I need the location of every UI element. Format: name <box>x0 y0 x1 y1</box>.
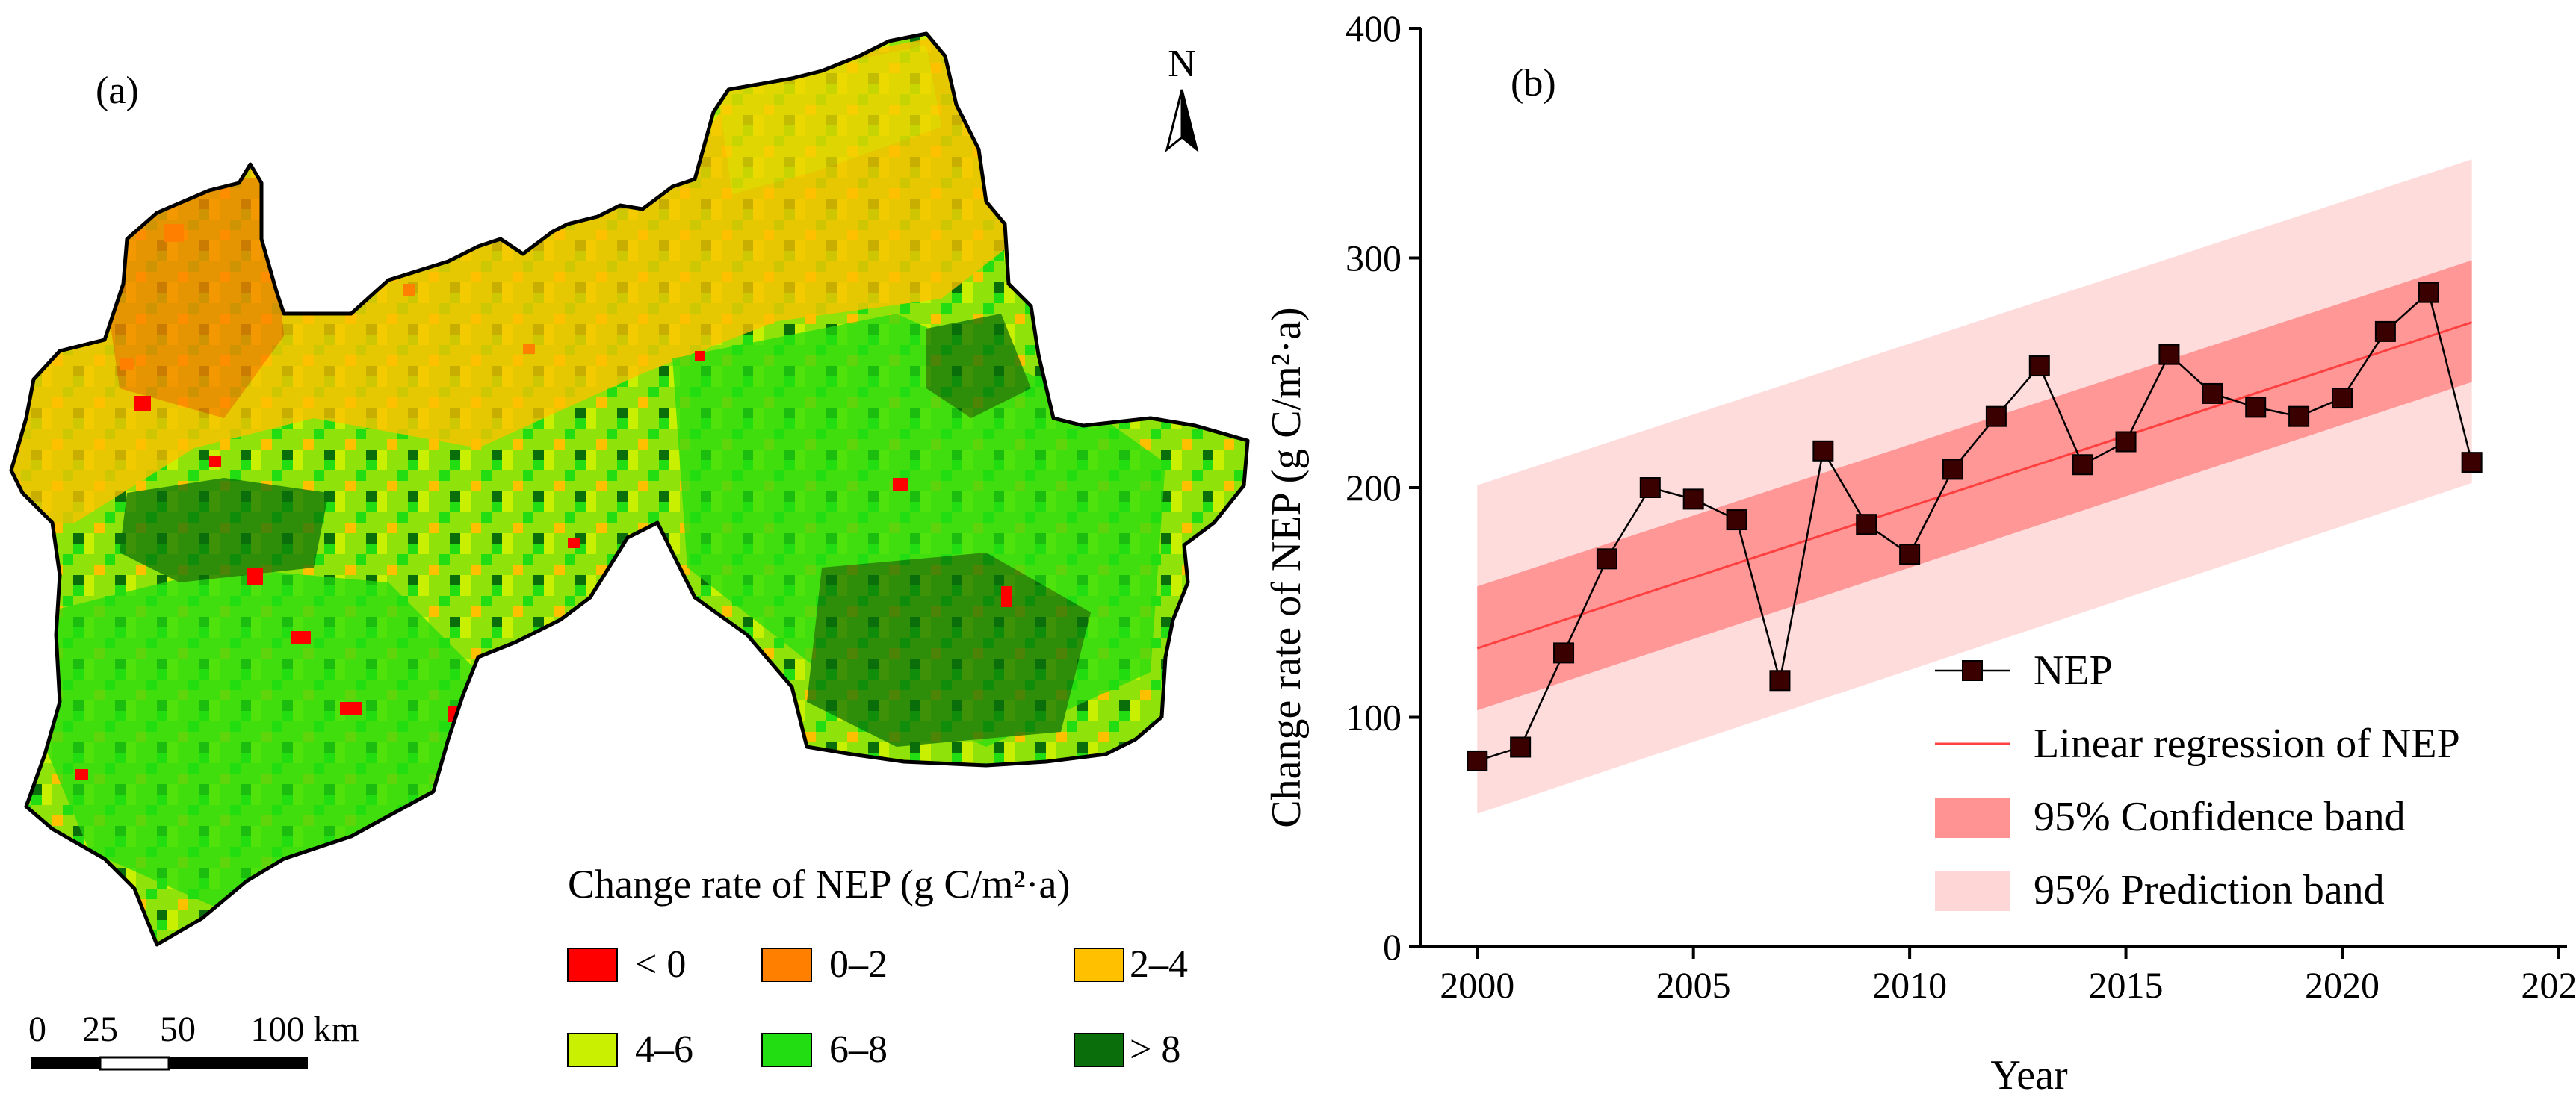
north-label: N <box>1168 43 1196 85</box>
data-point <box>2158 344 2180 365</box>
scale-label-50: 50 <box>160 1010 196 1049</box>
north-arrow-left-icon <box>1165 89 1183 152</box>
data-point <box>1467 750 1488 771</box>
data-point <box>1553 642 1575 664</box>
x-tick-label: 2020 <box>2305 964 2380 1006</box>
data-point <box>2245 397 2267 418</box>
legend-label-4-6: 4–6 <box>635 1028 693 1071</box>
data-point <box>2374 320 2396 342</box>
legend-swatch-4-6 <box>567 1033 618 1067</box>
series-layer <box>1467 282 2483 771</box>
data-point <box>2028 355 2050 377</box>
scale-bar: 0 25 50 100 km <box>28 1010 359 1071</box>
y-ticks: 0 100 200 300 400 <box>1346 7 1421 968</box>
north-arrow: N <box>1165 43 1199 152</box>
y-axis-title: Change rate of NEP (g C/m²·a) <box>1263 307 1310 827</box>
chart-legend: NEP Linear regression of NEP 95% Confide… <box>1935 647 2460 913</box>
data-point <box>2115 431 2137 453</box>
legend-confidence-swatch <box>1935 798 2010 838</box>
data-point <box>1769 670 1791 692</box>
legend-swatch-lt0 <box>567 948 618 982</box>
panel-b-label: (b) <box>1511 62 1556 105</box>
legend-label-lt0: < 0 <box>635 943 686 986</box>
data-point <box>1942 459 1964 480</box>
x-axis-title: Year <box>1990 1052 2068 1093</box>
legend-swatch-gt8 <box>1074 1033 1124 1067</box>
scale-label-0: 0 <box>28 1010 46 1049</box>
x-tick-label: 2015 <box>2089 964 2164 1006</box>
x-ticks: 2000 2005 2010 2015 2020 2025 <box>1440 947 2576 1006</box>
y-tick-label: 300 <box>1346 237 1402 279</box>
scale-label-25: 25 <box>82 1010 118 1049</box>
legend-nep-label: NEP <box>2034 647 2113 694</box>
map-legend: Change rate of NEP (g C/m²·a) < 0 0–2 2–… <box>567 862 1188 1071</box>
scale-label-100: 100 km <box>250 1010 359 1049</box>
x-tick-label: 2000 <box>1440 964 1514 1006</box>
data-point <box>2331 388 2353 409</box>
legend-label-6-8: 6–8 <box>829 1028 888 1071</box>
map-panel: (a) <box>9 31 1250 1071</box>
x-tick-label: 2005 <box>1656 964 1731 1006</box>
legend-regression-label: Linear regression of NEP <box>2034 721 2460 767</box>
data-point <box>2461 452 2483 473</box>
data-point <box>1856 514 1877 535</box>
north-arrow-right-icon <box>1180 89 1199 152</box>
legend-title: Change rate of NEP (g C/m²·a) <box>568 862 1071 907</box>
data-point <box>1639 477 1661 498</box>
scale-segment-1 <box>31 1057 100 1069</box>
scale-segment-2 <box>99 1056 170 1071</box>
regression-layer <box>1476 321 2473 650</box>
data-point <box>1985 405 2007 427</box>
x-tick-label: 2010 <box>1872 964 1947 1006</box>
data-point <box>1726 509 1747 531</box>
x-tick-label: 2025 <box>2521 964 2576 1006</box>
legend-prediction-label: 95% Prediction band <box>2034 867 2385 913</box>
data-point <box>1812 440 1834 462</box>
data-point <box>2202 382 2223 404</box>
y-tick-label: 0 <box>1383 926 1402 968</box>
legend-swatch-0-2 <box>761 948 812 982</box>
data-point <box>1682 488 1704 510</box>
legend-swatch-2-4 <box>1074 948 1124 982</box>
y-tick-label: 200 <box>1346 467 1402 509</box>
legend-swatch-6-8 <box>761 1033 812 1067</box>
legend-label-2-4: 2–4 <box>1130 943 1188 986</box>
data-point <box>1899 544 1921 565</box>
legend-confidence-label: 95% Confidence band <box>2034 794 2406 840</box>
data-point <box>2418 282 2439 303</box>
legend-nep-marker <box>1962 660 1983 681</box>
panel-a-label: (a) <box>96 69 139 112</box>
legend-label-0-2: 0–2 <box>829 943 888 986</box>
map-outline <box>9 31 1250 947</box>
scale-segment-3 <box>169 1057 308 1069</box>
y-tick-label: 100 <box>1346 697 1402 739</box>
data-point <box>2288 405 2310 427</box>
nep-change-map <box>11 34 1248 945</box>
data-point <box>1596 548 1617 570</box>
legend-prediction-swatch <box>1935 871 2010 911</box>
data-point <box>2072 454 2093 476</box>
legend-label-gt8: > 8 <box>1130 1028 1180 1071</box>
y-tick-label: 400 <box>1346 7 1402 49</box>
regression-line <box>1476 321 2473 650</box>
data-point <box>1510 736 1532 758</box>
